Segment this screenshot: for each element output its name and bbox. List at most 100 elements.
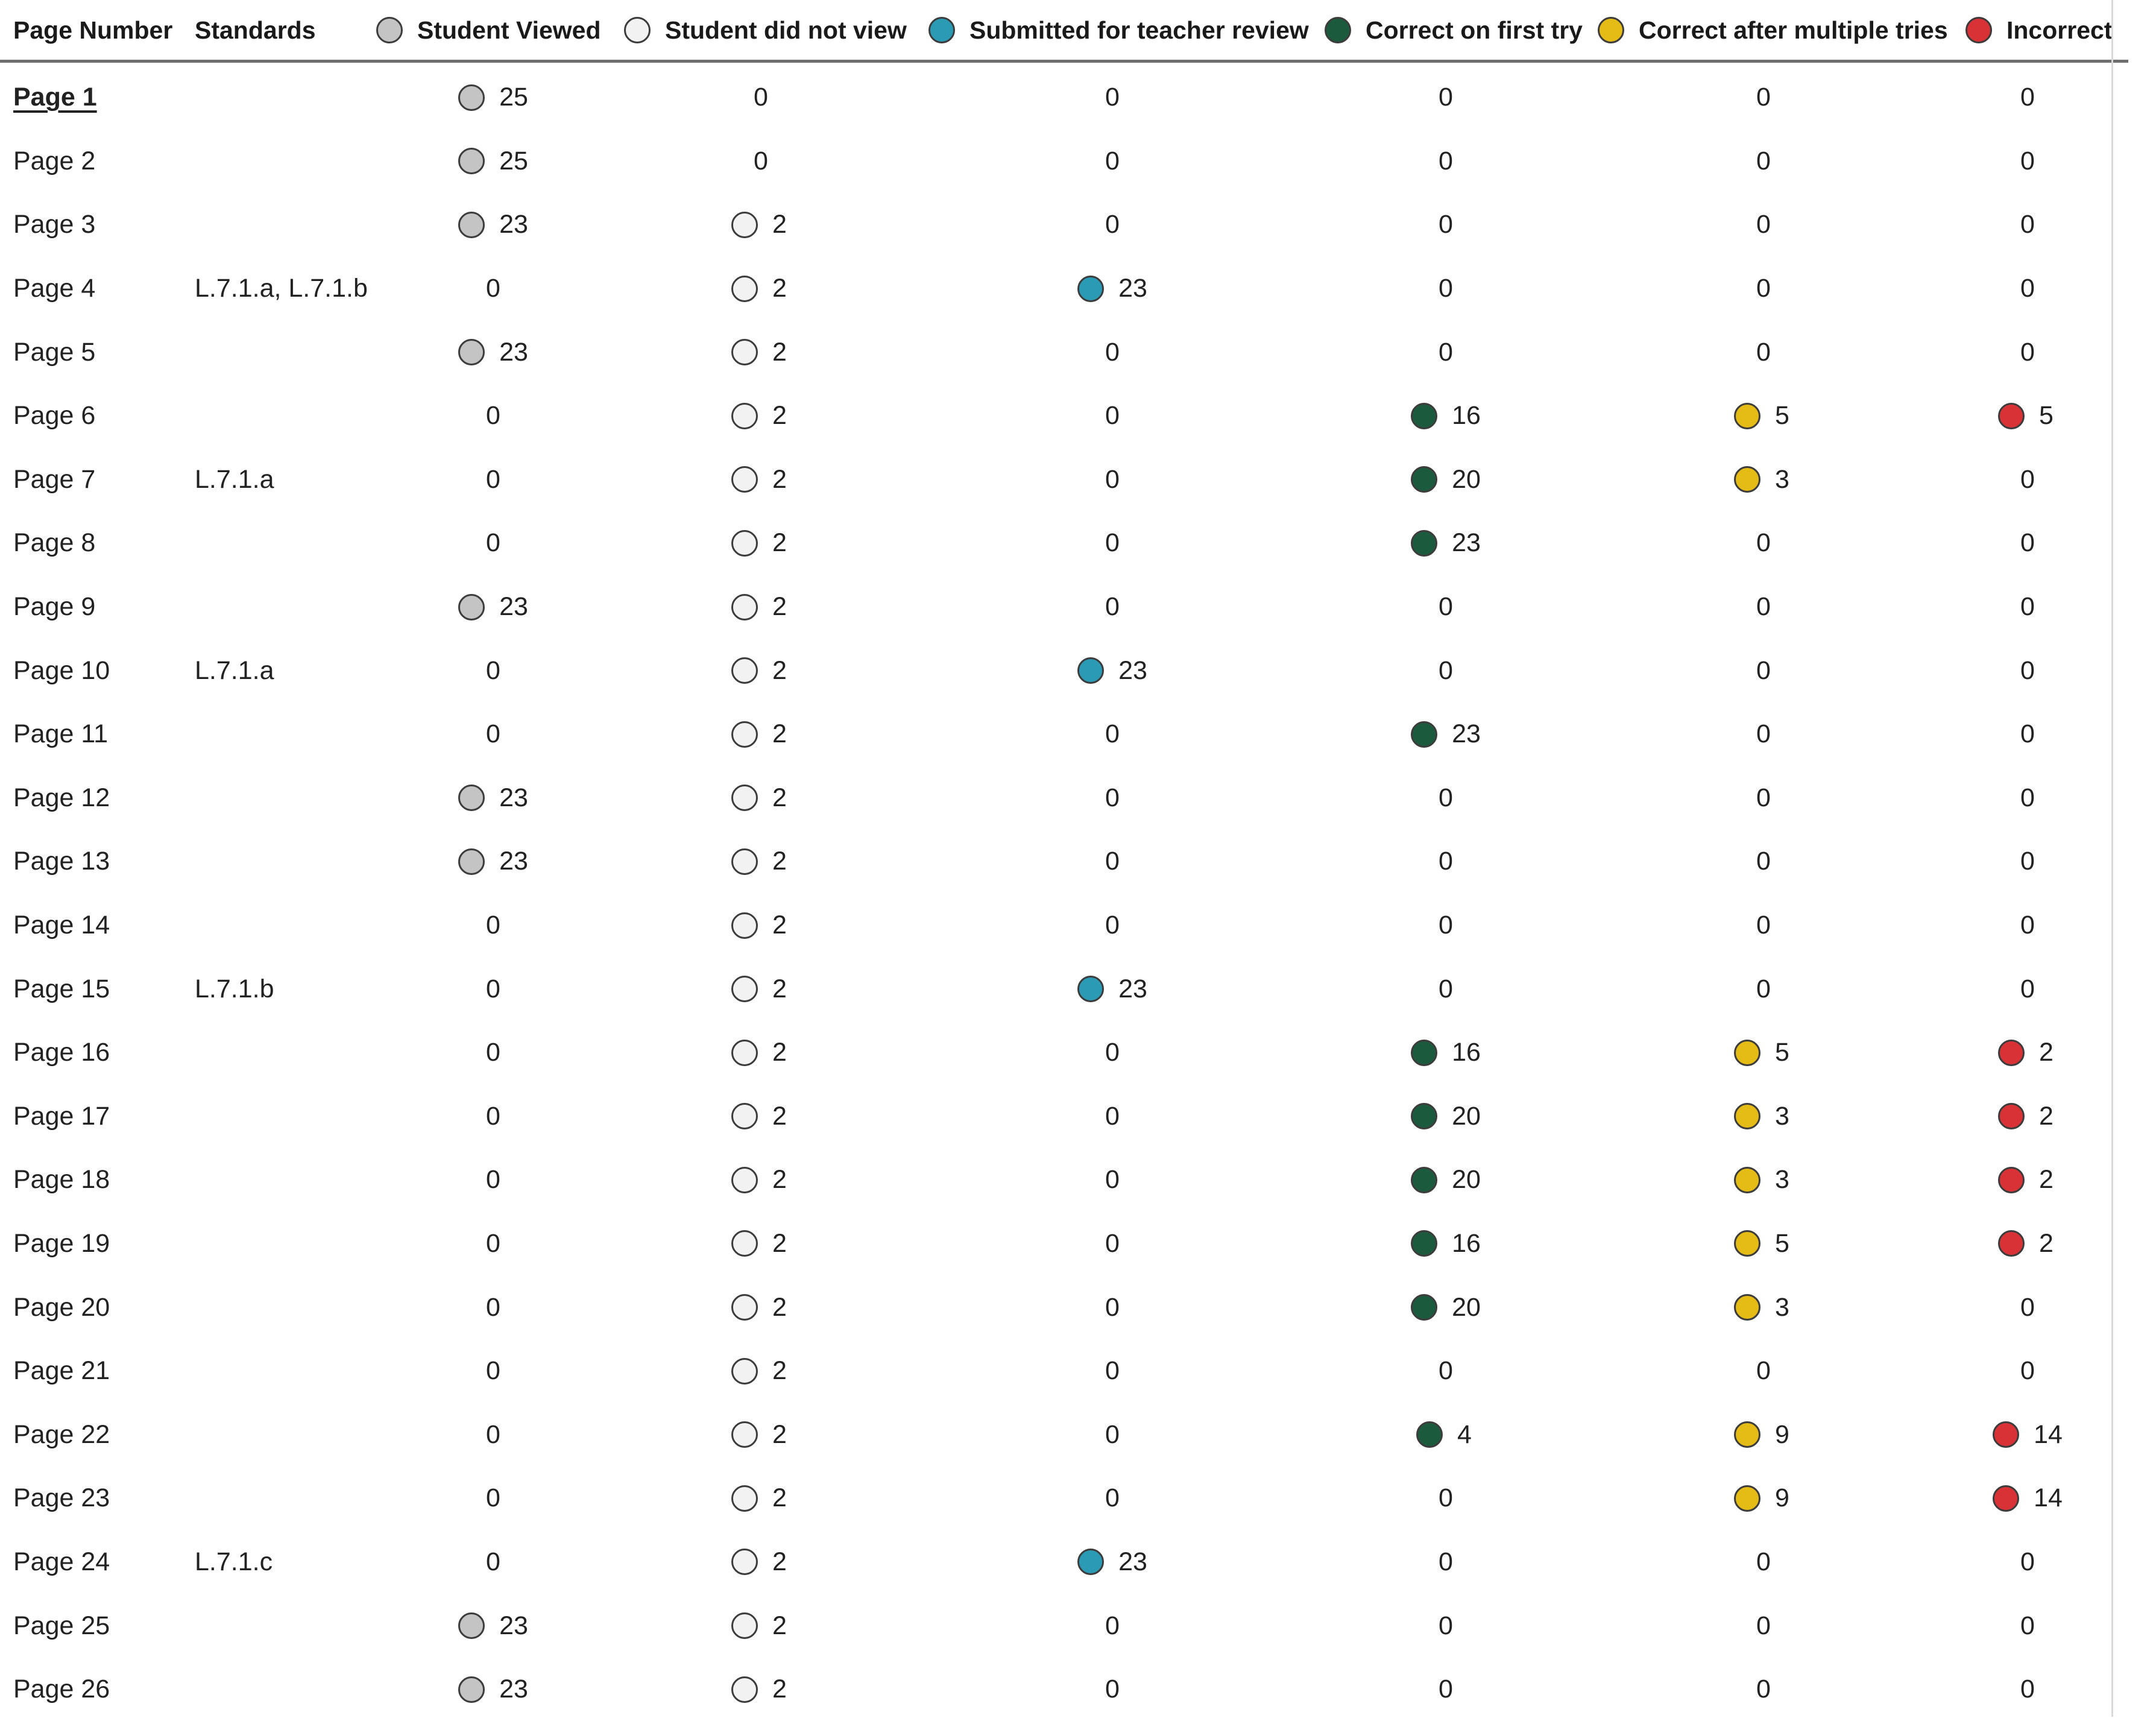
page-link[interactable]: Page 20 (13, 1292, 110, 1322)
page-link[interactable]: Page 3 (13, 210, 96, 239)
submitted-count: 23 (1118, 655, 1147, 685)
incorrect-status-icon (1998, 1230, 2025, 1257)
not-viewed-count: 2 (772, 911, 787, 940)
table-row[interactable]: Page 15 L.7.1.b 0 2 23 0 0 0 (0, 957, 2128, 1021)
page-link[interactable]: Page 24 (13, 1547, 110, 1576)
scrollbar[interactable] (2128, 0, 2156, 1717)
page-link[interactable]: Page 18 (13, 1165, 110, 1195)
correct-first-count-cell: 20 (1373, 448, 1518, 512)
table-row[interactable]: Page 8 0 2 0 23 0 0 (0, 511, 2128, 575)
incorrect-count-cell: 2 (1955, 1148, 2100, 1212)
table-row[interactable]: Page 11 0 2 0 23 0 0 (0, 703, 2128, 766)
page-link[interactable]: Page 8 (13, 528, 96, 558)
correct-first-count-cell: 0 (1373, 1594, 1518, 1658)
not-viewed-count: 2 (772, 274, 787, 303)
viewed-count: 0 (486, 911, 500, 940)
submitted-count: 0 (1105, 1419, 1120, 1449)
submitted-status-icon (1077, 657, 1105, 684)
page-link[interactable]: Page 17 (13, 1101, 110, 1131)
correct-multiple-status-icon (1734, 466, 1760, 493)
incorrect-status-icon (1998, 1039, 2025, 1066)
table-row[interactable]: Page 9 23 2 0 0 0 0 (0, 575, 2128, 639)
page-link[interactable]: Page 5 (13, 337, 96, 367)
table-row[interactable]: Page 4 L.7.1.a, L.7.1.b 0 2 23 0 0 0 (0, 257, 2128, 321)
table-row[interactable]: Page 3 23 2 0 0 0 0 (0, 193, 2128, 257)
table-row[interactable]: Page 23 0 2 0 0 9 14 (0, 1467, 2128, 1530)
table-row[interactable]: Page 10 L.7.1.a 0 2 23 0 0 0 (0, 639, 2128, 703)
page-link[interactable]: Page 2 (13, 146, 96, 175)
page-link[interactable]: Page 6 (13, 401, 96, 431)
not-viewed-count: 0 (754, 146, 768, 175)
incorrect-status-icon (1993, 1421, 2020, 1448)
table-row[interactable]: Page 5 23 2 0 0 0 0 (0, 320, 2128, 384)
viewed-count: 25 (499, 146, 528, 175)
not-viewed-count-cell: 2 (689, 1530, 833, 1594)
incorrect-count: 0 (2020, 655, 2035, 685)
page-link[interactable]: Page 11 (13, 719, 109, 749)
incorrect-count: 0 (2020, 911, 2035, 940)
correct-multiple-count: 3 (1775, 1101, 1789, 1131)
page-link[interactable]: Page 7 (13, 464, 96, 494)
incorrect-count-cell: 0 (1955, 957, 2100, 1021)
table-row[interactable]: Page 1 25 0 0 0 0 0 (0, 66, 2128, 130)
not-viewed-count-cell: 2 (689, 448, 833, 512)
submitted-count: 0 (1105, 210, 1120, 239)
not-viewed-count: 2 (772, 1483, 787, 1513)
page-link[interactable]: Page 9 (13, 592, 96, 622)
table-row[interactable]: Page 13 23 2 0 0 0 0 (0, 830, 2128, 894)
table-row[interactable]: Page 20 0 2 0 20 3 0 (0, 1275, 2128, 1339)
table-row[interactable]: Page 2 25 0 0 0 0 0 (0, 130, 2128, 194)
table-row[interactable]: Page 17 0 2 0 20 3 2 (0, 1085, 2128, 1149)
table-row[interactable]: Page 21 0 2 0 0 0 0 (0, 1339, 2128, 1403)
page-link[interactable]: Page 19 (13, 1228, 110, 1258)
table-row[interactable]: Page 26 23 2 0 0 0 0 (0, 1658, 2128, 1721)
correct-first-status-icon (1411, 1166, 1438, 1193)
legend-student-viewed-label: Student Viewed (417, 16, 601, 44)
table-row[interactable]: Page 19 0 2 0 16 5 2 (0, 1212, 2128, 1276)
table-row[interactable]: Page 22 0 2 0 4 9 14 (0, 1403, 2128, 1467)
submitted-count: 0 (1105, 1038, 1120, 1067)
correct-first-count-cell: 4 (1373, 1403, 1518, 1467)
page-link[interactable]: Page 26 (13, 1675, 110, 1704)
page-link[interactable]: Page 14 (13, 911, 110, 940)
page-link[interactable]: Page 25 (13, 1611, 110, 1640)
incorrect-count-cell: 0 (1955, 1339, 2100, 1403)
correct-multiple-count: 0 (1756, 274, 1771, 303)
table-row[interactable]: Page 14 0 2 0 0 0 0 (0, 894, 2128, 958)
page-link[interactable]: Page 10 (13, 655, 110, 685)
table-row[interactable]: Page 12 23 2 0 0 0 0 (0, 766, 2128, 830)
submitted-count-cell: 23 (1040, 1530, 1185, 1594)
header-standards[interactable]: Standards (195, 16, 316, 44)
page-link[interactable]: Page 21 (13, 1356, 110, 1386)
viewed-count-cell: 23 (421, 1594, 566, 1658)
viewed-count: 0 (486, 1419, 500, 1449)
page-link[interactable]: Page 23 (13, 1483, 110, 1513)
correct-multiple-count: 0 (1756, 210, 1771, 239)
page-link[interactable]: Page 15 (13, 974, 110, 1003)
table-row[interactable]: Page 25 23 2 0 0 0 0 (0, 1594, 2128, 1658)
page-link[interactable]: Page 12 (13, 783, 110, 812)
table-row[interactable]: Page 24 L.7.1.c 0 2 23 0 0 0 (0, 1530, 2128, 1594)
page-link[interactable]: Page 13 (13, 847, 110, 876)
page-link[interactable]: Page 16 (13, 1038, 110, 1067)
viewed-count-cell: 0 (421, 384, 566, 448)
standards-cell: L.7.1.b (195, 974, 274, 1003)
correct-first-count: 23 (1452, 528, 1481, 558)
table-row[interactable]: Page 6 0 2 0 16 5 5 (0, 384, 2128, 448)
legend-correct-multiple-tries-label: Correct after multiple tries (1639, 16, 1948, 44)
table-row[interactable]: Page 7 L.7.1.a 0 2 0 20 3 0 (0, 448, 2128, 512)
header-page-number[interactable]: Page Number (13, 16, 173, 44)
page-link[interactable]: Page 22 (13, 1419, 110, 1449)
correct-multiple-count-cell: 0 (1691, 957, 1836, 1021)
not-viewed-count: 2 (772, 1292, 787, 1322)
table-row[interactable]: Page 16 0 2 0 16 5 2 (0, 1021, 2128, 1085)
table-row[interactable]: Page 18 0 2 0 20 3 2 (0, 1148, 2128, 1212)
correct-first-status-icon (1411, 402, 1438, 429)
page-link[interactable]: Page 1 (13, 83, 97, 112)
correct-first-count-cell: 0 (1373, 1530, 1518, 1594)
incorrect-count: 5 (2039, 401, 2054, 431)
viewed-count-cell: 0 (421, 703, 566, 766)
correct-first-count: 16 (1452, 1228, 1481, 1258)
not-viewed-count-cell: 2 (689, 384, 833, 448)
page-link[interactable]: Page 4 (13, 274, 96, 303)
